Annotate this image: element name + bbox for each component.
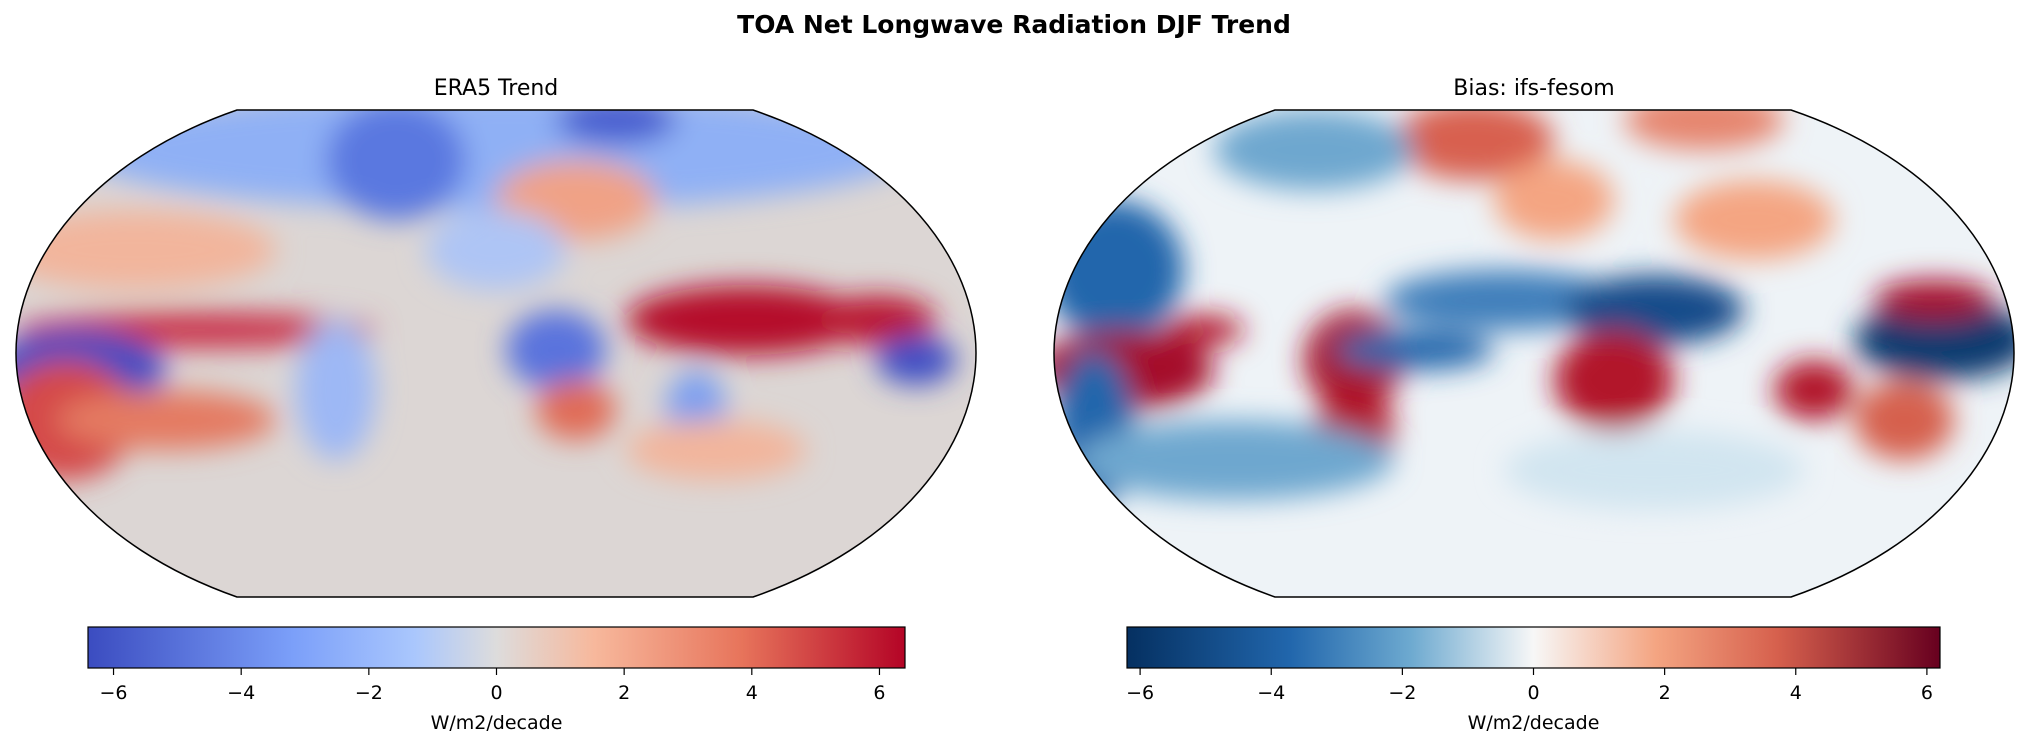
colorbar-tick-label: 0: [1527, 682, 1539, 704]
colorbar-tick-label: 0: [490, 682, 502, 704]
field-region: [626, 285, 866, 355]
colorbar-label: W/m2/decade: [431, 712, 563, 734]
left-colorbar: −6 −4 −2 0 2 4 6 W/m2/decade: [87, 626, 906, 734]
colorbar-tick-label: 2: [1659, 682, 1671, 704]
colorbar-tick-label: 4: [746, 682, 758, 704]
right-panel-title: Bias: ifs-fesom: [1453, 76, 1615, 101]
colorbar-tick-label: 6: [1921, 682, 1933, 704]
field-region: [326, 110, 466, 220]
field-region: [506, 310, 606, 390]
field-region: [1874, 280, 1994, 320]
field-region: [626, 420, 806, 480]
field-region: [1054, 200, 1184, 340]
field-region: [1214, 110, 1414, 190]
field-region: [1384, 270, 1624, 330]
colorbar-label: W/m2/decade: [1468, 712, 1600, 734]
field-region: [1854, 300, 2014, 380]
colorbar-bar: [87, 626, 906, 669]
field-region: [1334, 330, 1494, 370]
colorbar-tick-label: 4: [1790, 682, 1802, 704]
map-boundary: [15, 109, 977, 598]
field-region: [1074, 420, 1394, 500]
field-region: [876, 335, 956, 385]
field-region: [1164, 315, 1244, 345]
field-region: [1674, 180, 1834, 260]
colorbar-tick-label: −6: [1126, 682, 1154, 704]
colorbar-tick-label: 6: [873, 682, 885, 704]
right-colorbar: −6 −4 −2 0 2 4 6 W/m2/decade: [1126, 626, 1941, 734]
field-region: [1854, 380, 1954, 460]
colorbar-tick-label: −4: [227, 682, 255, 704]
field-region: [1554, 330, 1674, 430]
colorbar-bar: [1126, 626, 1941, 669]
left-map: [15, 109, 977, 598]
field-region: [1394, 110, 1554, 180]
colorbar-tick-label: 2: [618, 682, 630, 704]
field-region: [536, 380, 616, 440]
field-region: [1774, 360, 1854, 420]
colorbar-tick-label: −4: [1257, 682, 1285, 704]
left-panel-title: ERA5 Trend: [433, 76, 559, 101]
colorbar-tick-label: −6: [100, 682, 128, 704]
field-region: [556, 110, 676, 145]
field-region: [426, 210, 566, 290]
field-region: [1564, 275, 1744, 345]
colorbar-tick-label: −2: [1388, 682, 1416, 704]
figure-title: TOA Net Longwave Radiation DJF Trend: [737, 10, 1291, 39]
field-region: [1494, 160, 1614, 240]
field-region: [816, 295, 936, 345]
field-region: [76, 110, 916, 210]
map-boundary: [1053, 109, 2015, 598]
field-region: [1624, 110, 1784, 150]
field-region: [56, 390, 276, 450]
colorbar-tick-label: −2: [355, 682, 383, 704]
field-region: [296, 320, 376, 460]
field-region: [1504, 430, 1804, 510]
right-map: [1053, 109, 2015, 598]
field-region: [16, 210, 276, 290]
